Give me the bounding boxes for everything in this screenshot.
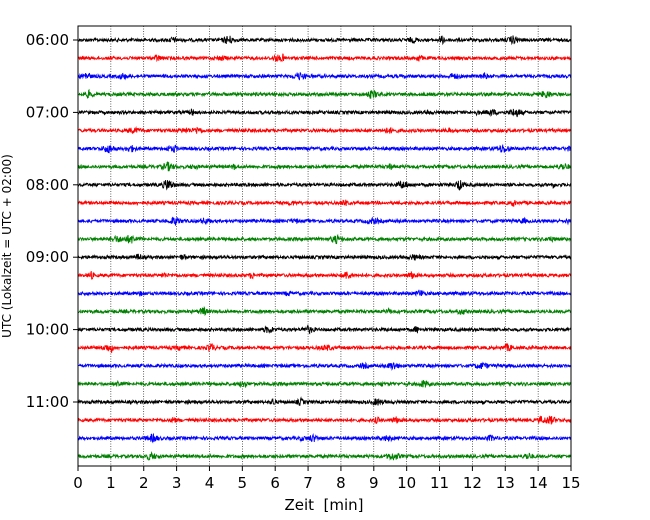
seismic-trace [77, 253, 572, 261]
seismic-trace [77, 415, 572, 425]
seismic-trace [77, 108, 572, 118]
seismic-trace [77, 396, 572, 406]
x-axis-ticks: 0 1 2 3 4 5 6 7 8 9 10 11 12 13 14 15 [73, 466, 581, 492]
seismic-trace [77, 216, 572, 226]
seismic-trace [77, 361, 572, 371]
y-tick-label: 08:00 [26, 176, 69, 194]
seismic-trace [77, 143, 572, 154]
y-tick-label: 06:00 [26, 31, 69, 49]
x-gridlines [110, 26, 539, 466]
seismic-trace [77, 199, 572, 207]
y-tick-label: 10:00 [26, 321, 69, 339]
x-tick-label: 2 [139, 474, 149, 492]
seismic-trace [77, 71, 572, 81]
x-tick-label: 7 [303, 474, 313, 492]
seismic-trace [77, 305, 572, 316]
seismic-trace [77, 161, 572, 172]
x-tick-label: 0 [73, 474, 83, 492]
y-axis-ticks: 06:00 07:00 08:00 09:00 10:00 11:00 [26, 31, 78, 411]
seismic-trace [77, 342, 572, 353]
seismic-trace [77, 324, 572, 335]
seismic-trace [77, 35, 572, 46]
x-tick-label: 8 [336, 474, 346, 492]
x-tick-label: 14 [529, 474, 548, 492]
seismic-trace [77, 180, 572, 192]
x-tick-label: 15 [561, 474, 580, 492]
seismic-trace [77, 289, 572, 297]
seismic-trace [77, 53, 572, 63]
seismic-trace [77, 450, 572, 462]
traces [77, 35, 572, 462]
y-axis-label: UTC (Lokalzeit = UTC + 02:00) [0, 154, 14, 338]
seismic-trace [77, 233, 572, 245]
seismic-trace [77, 379, 572, 389]
x-tick-label: 1 [106, 474, 116, 492]
x-tick-label: 4 [205, 474, 215, 492]
seismic-trace [77, 432, 572, 444]
x-tick-label: 3 [172, 474, 182, 492]
x-axis-label: Zeit [min] [284, 496, 363, 514]
x-tick-label: 9 [369, 474, 379, 492]
x-tick-label: 5 [238, 474, 248, 492]
y-tick-label: 11:00 [26, 393, 69, 411]
plot-frame [77, 25, 572, 467]
seismic-trace [77, 271, 572, 280]
x-tick-label: 11 [430, 474, 449, 492]
y-tick-label: 09:00 [26, 248, 69, 266]
x-tick-label: 6 [270, 474, 280, 492]
x-tick-label: 10 [397, 474, 416, 492]
x-tick-label: 13 [496, 474, 515, 492]
y-tick-label: 07:00 [26, 103, 69, 121]
x-tick-label: 12 [463, 474, 482, 492]
seismic-trace [77, 126, 572, 134]
seismic-trace [77, 88, 572, 100]
